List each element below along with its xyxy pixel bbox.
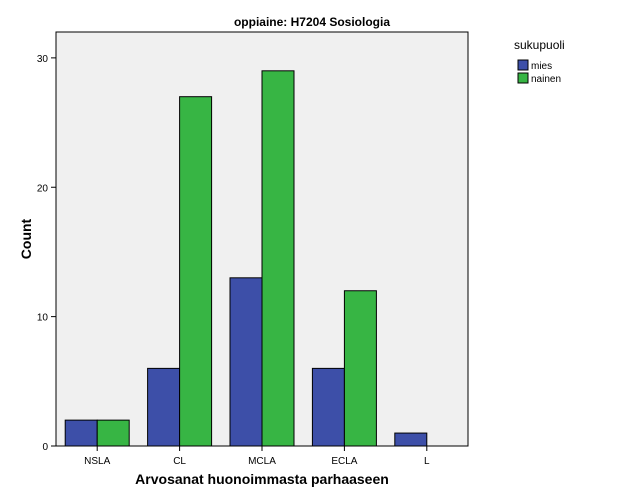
bar-mies-cl	[147, 367, 181, 447]
bar-mies-nsla	[64, 419, 98, 447]
y-axis-title: Count	[18, 218, 34, 259]
bars-group	[64, 70, 428, 447]
x-axis-title: Arvosanat huonoimmasta parhaaseen	[135, 471, 389, 487]
y-tick-label: 20	[37, 183, 49, 194]
x-tick-label: ECLA	[331, 456, 357, 467]
x-tick-label: L	[424, 456, 430, 467]
x-tick-label: MCLA	[248, 456, 276, 467]
y-tick-label: 0	[42, 442, 48, 453]
bar-mies-mcla	[229, 277, 263, 447]
x-ticks-group: NSLA CL MCLA ECLA L	[84, 446, 430, 467]
legend-label-mies: mies	[531, 61, 552, 72]
legend: sukupuoli mies nainen	[514, 38, 565, 85]
bar-mies-ecla	[311, 367, 345, 447]
x-tick-label: NSLA	[84, 456, 110, 467]
y-tick-label: 30	[37, 54, 49, 65]
bar-nainen-ecla	[343, 290, 377, 447]
y-tick-label: 10	[37, 313, 49, 324]
bar-nainen-mcla	[261, 70, 295, 447]
legend-title: sukupuoli	[514, 38, 565, 52]
chart-title: oppiaine: H7204 Sosiologia	[234, 15, 390, 29]
bar-mies-l	[394, 432, 428, 447]
bar-nainen-nsla	[96, 419, 130, 447]
legend-label-nainen: nainen	[531, 74, 561, 85]
y-ticks-group: 0 10 20 30	[37, 54, 56, 453]
legend-swatch-mies	[517, 59, 529, 71]
legend-swatch-nainen	[517, 72, 529, 84]
x-tick-label: CL	[173, 456, 186, 467]
bar-nainen-cl	[179, 96, 213, 447]
